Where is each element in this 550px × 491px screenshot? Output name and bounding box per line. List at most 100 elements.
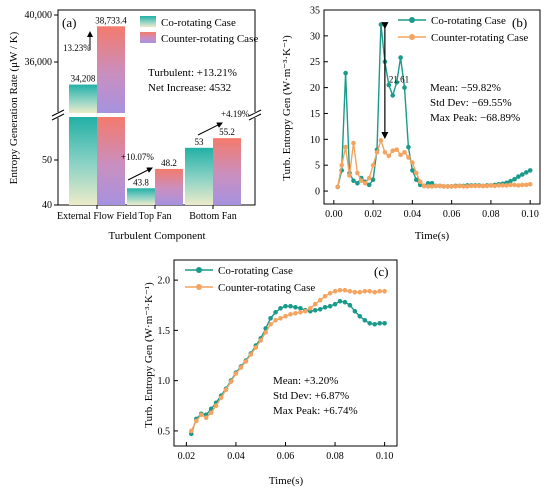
b-point-0-15 — [394, 80, 400, 85]
b-xtick-3: 0.06 — [443, 209, 461, 220]
c-point-1-16 — [268, 322, 273, 327]
c-legend-counter: Counter-rotating Case — [218, 282, 315, 294]
b-point-0-9 — [370, 177, 376, 182]
b-point-1-19 — [410, 160, 415, 165]
axis-break-mark-left — [51, 109, 65, 117]
b-point-0-11 — [378, 22, 384, 27]
c-point-1-24 — [308, 306, 313, 311]
b-point-1-46 — [516, 183, 521, 188]
a-change-arrow-2 — [197, 122, 223, 136]
c-point-1-35 — [362, 288, 368, 294]
b-point-1-26 — [437, 183, 443, 189]
b-point-1-0 — [335, 184, 341, 190]
c-point-0-22 — [298, 306, 303, 311]
c-point-0-36 — [367, 321, 373, 326]
b-point-1-2 — [343, 144, 348, 150]
b-point-1-35 — [472, 183, 478, 189]
a-xtick-2: Bottom Fan — [189, 211, 237, 222]
b-point-1-10 — [374, 150, 380, 155]
c-point-0-25 — [312, 308, 318, 313]
axis-break-gap — [54, 112, 259, 118]
a-xlabel: Turbulent Component — [108, 230, 205, 242]
c-point-0-31 — [342, 299, 348, 305]
c-series-line-0 — [190, 300, 385, 435]
b-legend-marker-counter — [409, 34, 415, 40]
b-series-line-1 — [337, 138, 531, 188]
a-change-0: 13.23% — [63, 43, 91, 53]
c-point-1-21 — [293, 311, 298, 316]
b-point-0-8 — [366, 182, 372, 188]
b-point-1-34 — [469, 183, 474, 189]
c-point-1-1 — [194, 418, 199, 424]
legend-swatch-co — [140, 16, 156, 27]
panel-b: 0.00 0.02 0.04 0.06 0.08 0.10 0 5 10 15 20 25 30 35 2… — [281, 6, 541, 242]
legend-co-label: Co-rotating Case — [161, 17, 236, 29]
b-point-1-40 — [492, 183, 498, 189]
bar-label-counter-0: 38,733.4 — [95, 15, 127, 25]
b-point-0-16 — [398, 55, 403, 60]
c-point-0-29 — [332, 301, 338, 307]
c-point-0-16 — [268, 316, 273, 321]
c-point-1-5 — [213, 403, 219, 409]
c-point-0-26 — [317, 307, 323, 312]
bar-counter-0 — [97, 26, 125, 114]
bar-co-1 — [127, 188, 155, 205]
b-ytick-0: 0 — [315, 187, 320, 198]
c-point-1-15 — [263, 330, 269, 335]
c-point-0-39 — [382, 321, 387, 326]
b-point-1-41 — [496, 183, 502, 188]
legend-counter-label: Counter-rotating Case — [161, 33, 258, 45]
c-point-0-37 — [372, 322, 378, 327]
c-point-1-7 — [223, 387, 229, 393]
b-ytick-6: 30 — [310, 31, 320, 42]
bar-co-0 — [69, 84, 97, 113]
bar-label-counter-1: 48.2 — [161, 158, 177, 168]
a-xtick-1: Top Fan — [139, 211, 172, 222]
c-point-1-23 — [303, 309, 308, 314]
b-point-1-20 — [414, 170, 419, 176]
b-point-1-4 — [351, 140, 356, 146]
b-xtick-5: 0.10 — [521, 209, 539, 220]
c-point-1-8 — [228, 379, 234, 385]
c-point-1-14 — [258, 338, 264, 343]
c-point-0-27 — [322, 305, 328, 310]
b-point-1-48 — [524, 182, 529, 188]
c-point-1-12 — [248, 352, 254, 357]
b-point-1-47 — [520, 182, 525, 188]
a-change-2: +4.19% — [221, 109, 250, 119]
c-ytick-0: 0.5 — [158, 426, 171, 437]
b-point-1-9 — [370, 162, 376, 168]
b-xtick-2: 0.04 — [404, 209, 422, 220]
b-xlabel: Time(s) — [415, 230, 450, 242]
c-point-1-28 — [327, 290, 333, 296]
b-point-0-17 — [402, 85, 407, 90]
c-point-0-34 — [357, 314, 363, 319]
c-point-0-30 — [337, 298, 343, 304]
axis-break-mark-left-2 — [51, 113, 65, 121]
c-point-1-4 — [208, 410, 214, 416]
c-point-1-11 — [243, 359, 249, 364]
a-ytick-lower-0: 40 — [42, 200, 52, 211]
b-ytick-7: 35 — [310, 6, 320, 17]
b-stat-mean: Mean: −59.82% — [430, 82, 501, 94]
b-point-1-6 — [359, 178, 364, 183]
c-point-1-33 — [352, 289, 358, 295]
b-ytick-2: 10 — [310, 135, 320, 146]
b-point-1-24 — [429, 184, 435, 189]
b-point-1-8 — [366, 175, 372, 181]
c-xtick-0: 0.02 — [178, 451, 196, 462]
a-ytick-upper-1: 40,000 — [25, 10, 53, 21]
b-point-1-43 — [504, 183, 509, 188]
b-point-0-4 — [351, 178, 356, 183]
b-point-1-42 — [500, 183, 506, 188]
c-ytick-3: 2.0 — [158, 276, 171, 287]
c-ytick-1: 1.0 — [158, 376, 171, 387]
c-legend-marker-counter — [196, 284, 202, 290]
b-ytick-4: 20 — [310, 83, 320, 94]
b-xtick-4: 0.08 — [482, 209, 500, 220]
b-point-1-39 — [488, 183, 494, 188]
a-ytick-lower-1: 50 — [42, 155, 52, 166]
bar-co-2 — [185, 147, 213, 205]
panel-a-label: (a) — [62, 15, 76, 30]
b-stat-std: Std Dev: −69.55% — [430, 97, 512, 109]
